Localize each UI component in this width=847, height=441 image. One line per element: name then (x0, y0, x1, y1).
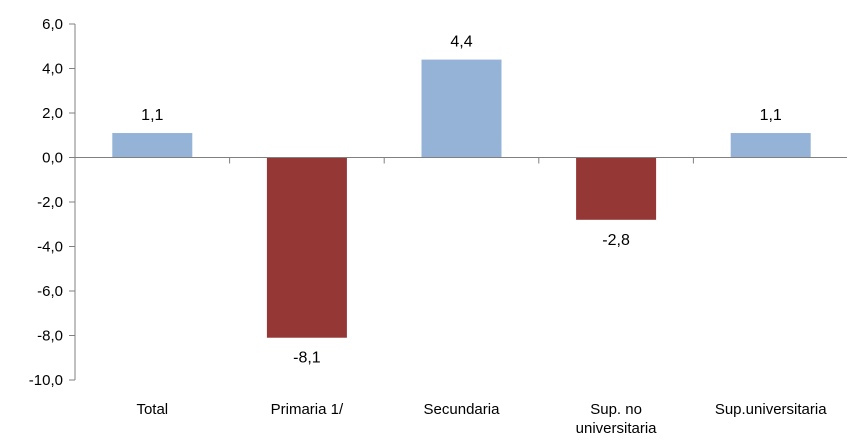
bar (266, 157, 347, 338)
data-label: 1,1 (141, 107, 163, 124)
category-label: Sup. no universitaria (576, 401, 658, 437)
category-label: Secundaria (424, 401, 501, 418)
y-tick-label: -6,0 (37, 283, 63, 300)
y-tick-label: -10,0 (29, 372, 63, 389)
y-axis: -10,0 -8,0 -6,0 -4,0 -2,0 0,0 2,0 4,0 6,0 (29, 16, 76, 389)
data-label: 1,1 (760, 107, 782, 124)
y-tick-label: 2,0 (42, 105, 63, 122)
bar (730, 133, 811, 158)
bars (112, 59, 811, 338)
y-tick-label: 0,0 (42, 150, 63, 167)
category-label: Sup.universitaria (715, 401, 827, 418)
x-axis: Total Primaria 1/Secundaria Sup. no univers… (75, 157, 847, 437)
y-tick-label: -2,0 (37, 194, 63, 211)
y-tick-label: -4,0 (37, 239, 63, 256)
bar (112, 133, 193, 158)
category-label: Total (136, 401, 168, 418)
data-label: 4,4 (450, 34, 472, 51)
data-label: -2,8 (602, 232, 630, 249)
y-tick-label: -8,0 (37, 328, 63, 345)
category-label: Primaria 1/ (271, 401, 344, 418)
y-tick-label: 4,0 (42, 61, 63, 78)
bar (576, 157, 657, 220)
data-label: -8,1 (293, 350, 321, 367)
bar (421, 59, 502, 158)
data-labels: 1,1 -8,1 4,4 -2,8 1,1 (141, 34, 782, 367)
y-tick-label: 6,0 (42, 16, 63, 33)
